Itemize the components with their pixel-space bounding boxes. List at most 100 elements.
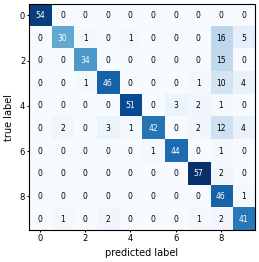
Text: 0: 0 bbox=[105, 11, 110, 20]
Text: 0: 0 bbox=[173, 11, 178, 20]
Text: 4: 4 bbox=[241, 79, 246, 88]
Text: 0: 0 bbox=[105, 34, 110, 43]
Text: 34: 34 bbox=[80, 56, 90, 65]
Text: 0: 0 bbox=[150, 192, 155, 201]
Text: 0: 0 bbox=[196, 192, 201, 201]
Text: 0: 0 bbox=[105, 101, 110, 110]
Text: 0: 0 bbox=[83, 11, 88, 20]
Text: 42: 42 bbox=[148, 124, 158, 133]
Text: 0: 0 bbox=[60, 192, 65, 201]
Text: 0: 0 bbox=[105, 147, 110, 156]
Text: 2: 2 bbox=[60, 124, 65, 133]
Text: 3: 3 bbox=[105, 124, 110, 133]
Text: 0: 0 bbox=[173, 192, 178, 201]
Text: 1: 1 bbox=[83, 79, 88, 88]
Text: 1: 1 bbox=[196, 215, 201, 223]
Text: 0: 0 bbox=[196, 56, 201, 65]
Text: 0: 0 bbox=[38, 56, 42, 65]
Text: 10: 10 bbox=[216, 79, 226, 88]
Text: 0: 0 bbox=[83, 192, 88, 201]
Text: 0: 0 bbox=[83, 215, 88, 223]
Text: 0: 0 bbox=[83, 169, 88, 178]
Text: 15: 15 bbox=[216, 56, 226, 65]
Text: 2: 2 bbox=[219, 169, 223, 178]
Text: 57: 57 bbox=[193, 169, 203, 178]
Text: 0: 0 bbox=[196, 11, 201, 20]
Text: 0: 0 bbox=[150, 79, 155, 88]
Text: 1: 1 bbox=[60, 215, 65, 223]
Text: 0: 0 bbox=[83, 147, 88, 156]
Text: 30: 30 bbox=[58, 34, 67, 43]
Text: 2: 2 bbox=[196, 124, 201, 133]
Text: 0: 0 bbox=[218, 11, 223, 20]
Text: 0: 0 bbox=[38, 215, 42, 223]
Text: 0: 0 bbox=[173, 56, 178, 65]
Text: 0: 0 bbox=[38, 101, 42, 110]
Text: 5: 5 bbox=[241, 34, 246, 43]
Text: 0: 0 bbox=[150, 101, 155, 110]
Text: 0: 0 bbox=[150, 34, 155, 43]
X-axis label: predicted label: predicted label bbox=[105, 248, 178, 258]
Text: 0: 0 bbox=[83, 124, 88, 133]
Text: 0: 0 bbox=[128, 215, 133, 223]
Text: 1: 1 bbox=[219, 101, 223, 110]
Text: 51: 51 bbox=[126, 101, 135, 110]
Text: 1: 1 bbox=[241, 192, 246, 201]
Text: 2: 2 bbox=[105, 215, 110, 223]
Text: 0: 0 bbox=[150, 11, 155, 20]
Text: 41: 41 bbox=[239, 215, 248, 223]
Text: 1: 1 bbox=[128, 34, 133, 43]
Text: 3: 3 bbox=[173, 101, 178, 110]
Text: 0: 0 bbox=[196, 147, 201, 156]
Text: 0: 0 bbox=[60, 147, 65, 156]
Y-axis label: true label: true label bbox=[4, 94, 14, 141]
Text: 1: 1 bbox=[219, 147, 223, 156]
Text: 0: 0 bbox=[128, 147, 133, 156]
Text: 0: 0 bbox=[128, 79, 133, 88]
Text: 0: 0 bbox=[60, 56, 65, 65]
Text: 0: 0 bbox=[105, 169, 110, 178]
Text: 54: 54 bbox=[35, 11, 45, 20]
Text: 0: 0 bbox=[128, 192, 133, 201]
Text: 0: 0 bbox=[60, 79, 65, 88]
Text: 0: 0 bbox=[196, 34, 201, 43]
Text: 46: 46 bbox=[103, 79, 113, 88]
Text: 0: 0 bbox=[38, 169, 42, 178]
Text: 0: 0 bbox=[105, 56, 110, 65]
Text: 0: 0 bbox=[38, 192, 42, 201]
Text: 0: 0 bbox=[241, 101, 246, 110]
Text: 0: 0 bbox=[173, 215, 178, 223]
Text: 0: 0 bbox=[128, 169, 133, 178]
Text: 1: 1 bbox=[83, 34, 88, 43]
Text: 0: 0 bbox=[241, 11, 246, 20]
Text: 0: 0 bbox=[150, 56, 155, 65]
Text: 0: 0 bbox=[38, 124, 42, 133]
Text: 1: 1 bbox=[151, 147, 155, 156]
Text: 44: 44 bbox=[171, 147, 181, 156]
Text: 0: 0 bbox=[38, 79, 42, 88]
Text: 46: 46 bbox=[216, 192, 226, 201]
Text: 0: 0 bbox=[105, 192, 110, 201]
Text: 0: 0 bbox=[173, 79, 178, 88]
Text: 0: 0 bbox=[83, 101, 88, 110]
Text: 0: 0 bbox=[173, 34, 178, 43]
Text: 0: 0 bbox=[241, 56, 246, 65]
Text: 0: 0 bbox=[241, 147, 246, 156]
Text: 0: 0 bbox=[128, 11, 133, 20]
Text: 12: 12 bbox=[216, 124, 226, 133]
Text: 1: 1 bbox=[196, 79, 201, 88]
Text: 0: 0 bbox=[60, 11, 65, 20]
Text: 1: 1 bbox=[128, 124, 133, 133]
Text: 4: 4 bbox=[241, 124, 246, 133]
Text: 0: 0 bbox=[150, 169, 155, 178]
Text: 0: 0 bbox=[150, 215, 155, 223]
Text: 0: 0 bbox=[241, 169, 246, 178]
Text: 0: 0 bbox=[128, 56, 133, 65]
Text: 0: 0 bbox=[38, 34, 42, 43]
Text: 0: 0 bbox=[38, 147, 42, 156]
Text: 0: 0 bbox=[173, 169, 178, 178]
Text: 16: 16 bbox=[216, 34, 226, 43]
Text: 0: 0 bbox=[173, 124, 178, 133]
Text: 0: 0 bbox=[60, 169, 65, 178]
Text: 2: 2 bbox=[219, 215, 223, 223]
